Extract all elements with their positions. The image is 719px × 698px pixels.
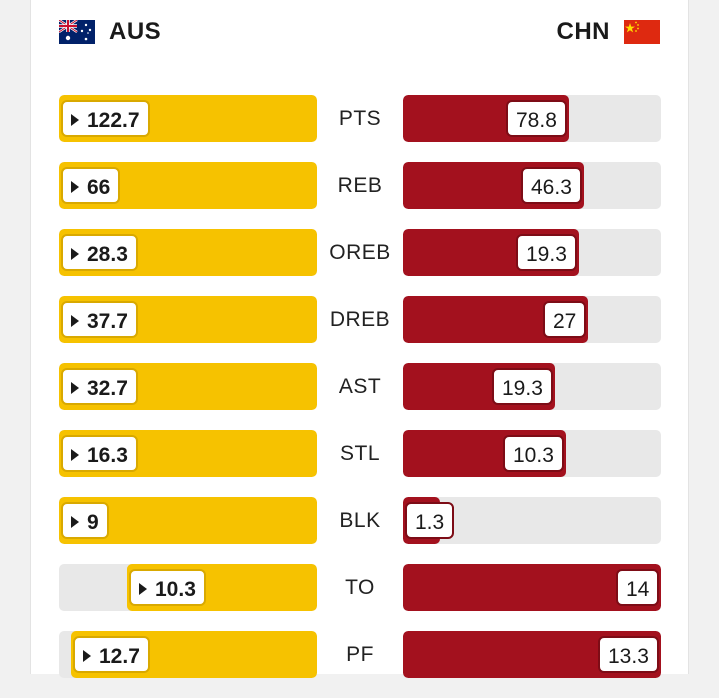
aus-bar-track: 16.3 — [59, 430, 317, 477]
chn-value-badge: 1.3 — [405, 502, 455, 539]
stat-row-pf: 12.7 PF 13.3 — [31, 631, 688, 678]
leader-arrow-icon — [71, 113, 79, 126]
stat-row-stl: 16.3 STL 10.3 — [31, 430, 688, 477]
stat-row-ast: 32.7 AST 19.3 — [31, 363, 688, 410]
leader-arrow-icon — [71, 247, 79, 260]
teams-header: AUS CHN — [31, 10, 688, 54]
aus-bar-track: 32.7 — [59, 363, 317, 410]
aus-value-badge: 32.7 — [61, 368, 138, 405]
stat-row-to: 10.3 TO 14 — [31, 564, 688, 611]
aus-value: 10.3 — [155, 578, 196, 601]
chn-bar-track: 78.8 — [403, 95, 661, 142]
team-aus: AUS — [59, 18, 161, 46]
leader-arrow-icon — [71, 381, 79, 394]
stat-row-reb: 66 REB 46.3 — [31, 162, 688, 209]
stat-label: AST — [338, 375, 382, 398]
aus-bar-track: 12.7 — [59, 631, 317, 678]
australia-flag-icon — [59, 20, 95, 44]
stat-row-dreb: 37.7 DREB 27 — [31, 296, 688, 343]
aus-value-badge: 10.3 — [129, 569, 206, 606]
chn-bar-track: 46.3 — [403, 162, 661, 209]
team-name-aus: AUS — [109, 18, 162, 45]
china-flag-icon — [624, 20, 660, 44]
chn-bar-track: 1.3 — [403, 497, 661, 544]
chn-value-badge: 46.3 — [521, 167, 582, 204]
chn-bar-track: 13.3 — [403, 631, 661, 678]
stat-label: STL — [339, 442, 380, 465]
team-name-chn: CHN — [556, 18, 610, 45]
stat-row-oreb: 28.3 OREB 19.3 — [31, 229, 688, 276]
aus-value: 16.3 — [87, 444, 128, 467]
stat-label: BLK — [339, 509, 381, 532]
aus-value: 122.7 — [87, 109, 140, 132]
chn-bar-track: 19.3 — [403, 363, 661, 410]
chn-bar-track: 14 — [403, 564, 661, 611]
chn-value-badge: 27 — [543, 301, 587, 338]
stat-label: DREB — [329, 308, 391, 331]
leader-arrow-icon — [71, 448, 79, 461]
aus-bar-track: 10.3 — [59, 564, 317, 611]
aus-value: 37.7 — [87, 310, 128, 333]
team-chn: CHN — [556, 18, 660, 46]
aus-bar-track: 122.7 — [59, 95, 317, 142]
aus-value: 32.7 — [87, 377, 128, 400]
leader-arrow-icon — [83, 649, 91, 662]
stats-list: 122.7 PTS 78.8 66 REB 46.3 28.3 OREB 19.3 37.7 DRE… — [31, 95, 688, 698]
chn-value-badge: 19.3 — [516, 234, 577, 271]
chn-bar-track: 27 — [403, 296, 661, 343]
aus-bar-track: 28.3 — [59, 229, 317, 276]
aus-bar-track: 66 — [59, 162, 317, 209]
chn-value-badge: 78.8 — [506, 100, 567, 137]
stat-label: TO — [345, 576, 375, 599]
leader-arrow-icon — [71, 515, 79, 528]
chn-value-badge: 14 — [616, 569, 660, 606]
leader-arrow-icon — [71, 180, 79, 193]
aus-value: 28.3 — [87, 243, 128, 266]
chn-value-badge: 13.3 — [598, 636, 659, 673]
chn-value-badge: 10.3 — [503, 435, 564, 472]
stat-label: REB — [337, 174, 383, 197]
stat-label: PTS — [338, 107, 382, 130]
leader-arrow-icon — [139, 582, 147, 595]
chn-bar-track: 19.3 — [403, 229, 661, 276]
stat-label: OREB — [329, 241, 391, 264]
stat-row-blk: 9 BLK 1.3 — [31, 497, 688, 544]
aus-value-badge: 12.7 — [73, 636, 150, 673]
aus-value-badge: 122.7 — [61, 100, 150, 137]
chn-value-badge: 19.3 — [492, 368, 553, 405]
aus-value-badge: 16.3 — [61, 435, 138, 472]
aus-value: 9 — [87, 511, 99, 534]
aus-value-badge: 66 — [61, 167, 121, 204]
leader-arrow-icon — [71, 314, 79, 327]
comparison-card: AUS CHN 122.7 PTS 78.8 66 REB 46.3 28.3 OREB 19.… — [30, 0, 689, 678]
stat-label: PF — [346, 643, 374, 666]
aus-value: 66 — [87, 176, 111, 199]
aus-value-badge: 9 — [61, 502, 109, 539]
aus-bar-track: 9 — [59, 497, 317, 544]
aus-value-badge: 28.3 — [61, 234, 138, 271]
aus-value: 12.7 — [99, 645, 140, 668]
chn-bar-track: 10.3 — [403, 430, 661, 477]
stat-row-pts: 122.7 PTS 78.8 — [31, 95, 688, 142]
aus-bar-track: 37.7 — [59, 296, 317, 343]
aus-value-badge: 37.7 — [61, 301, 138, 338]
